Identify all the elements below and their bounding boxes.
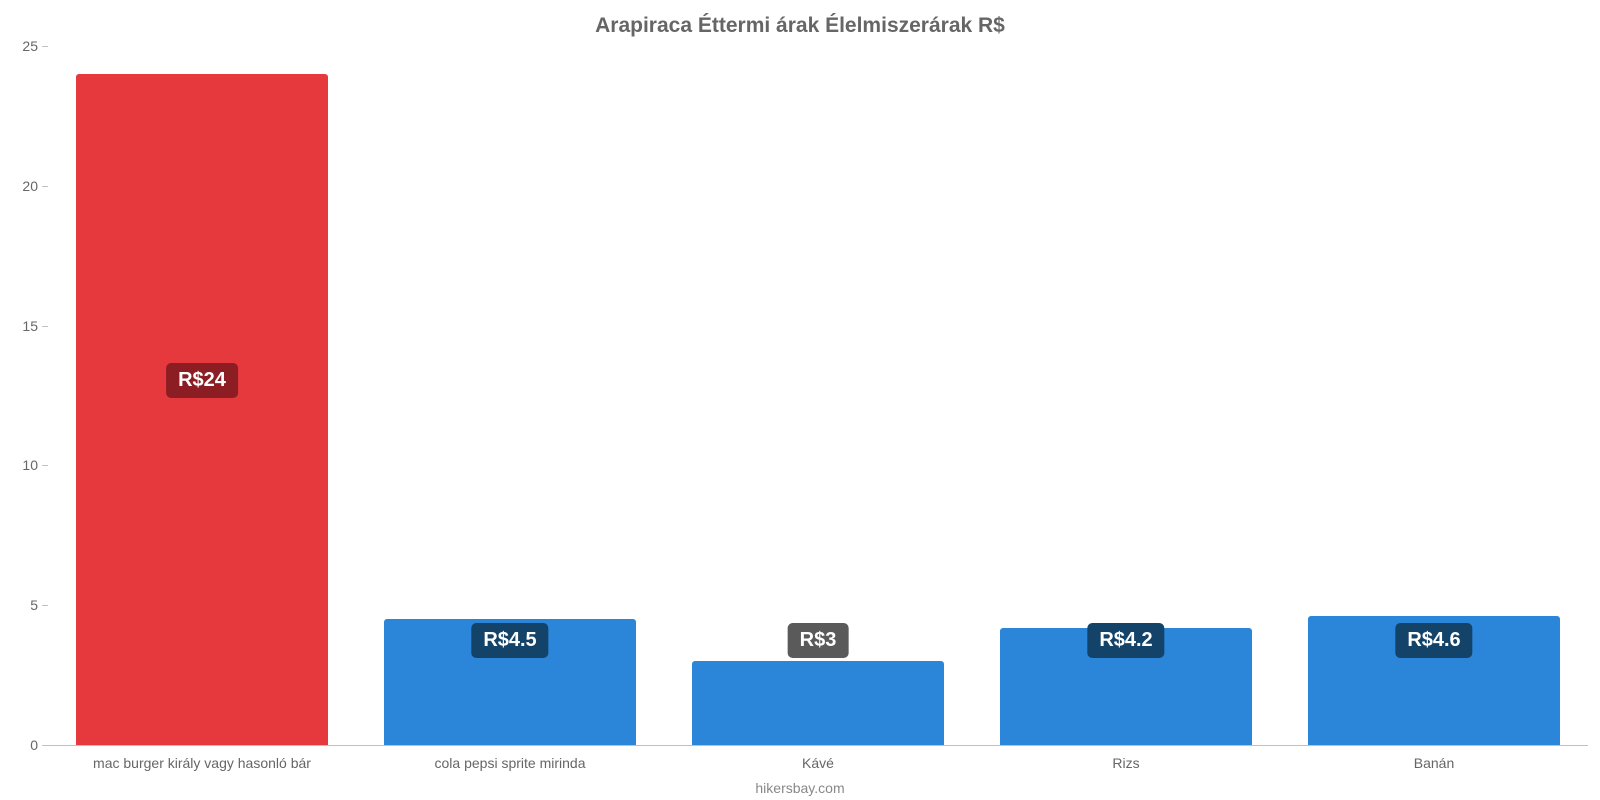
bar-slot: R$3Kávé — [664, 46, 972, 745]
chart-subtitle: hikersbay.com — [0, 780, 1600, 796]
bar-value-badge: R$24 — [166, 363, 238, 398]
bar-value-badge: R$4.5 — [471, 623, 548, 658]
bars-row: R$24mac burger király vagy hasonló bárR$… — [48, 46, 1588, 745]
bar — [76, 74, 329, 745]
bar — [692, 661, 945, 745]
bar-slot: R$24mac burger király vagy hasonló bár — [48, 46, 356, 745]
plot-area: R$24mac burger király vagy hasonló bárR$… — [48, 46, 1588, 746]
y-tick-label: 15 — [22, 318, 48, 334]
y-tick-label: 25 — [22, 38, 48, 54]
x-axis-label: Kávé — [802, 745, 834, 771]
bar-slot: R$4.2Rizs — [972, 46, 1280, 745]
x-axis-label: mac burger király vagy hasonló bár — [93, 745, 311, 771]
x-axis-label: Rizs — [1112, 745, 1139, 771]
price-bar-chart: Arapiraca Éttermi árak Élelmiszerárak R$… — [0, 0, 1600, 800]
y-tick-label: 10 — [22, 457, 48, 473]
bar-slot: R$4.6Banán — [1280, 46, 1588, 745]
y-tick-label: 20 — [22, 178, 48, 194]
y-tick-label: 5 — [30, 597, 48, 613]
x-axis-label: Banán — [1414, 745, 1454, 771]
bar-value-badge: R$3 — [788, 623, 849, 658]
y-tick-label: 0 — [30, 737, 48, 753]
chart-title: Arapiraca Éttermi árak Élelmiszerárak R$ — [0, 14, 1600, 38]
bar-value-badge: R$4.6 — [1395, 623, 1472, 658]
bar-value-badge: R$4.2 — [1087, 623, 1164, 658]
bar-slot: R$4.5cola pepsi sprite mirinda — [356, 46, 664, 745]
x-axis-label: cola pepsi sprite mirinda — [435, 745, 586, 771]
